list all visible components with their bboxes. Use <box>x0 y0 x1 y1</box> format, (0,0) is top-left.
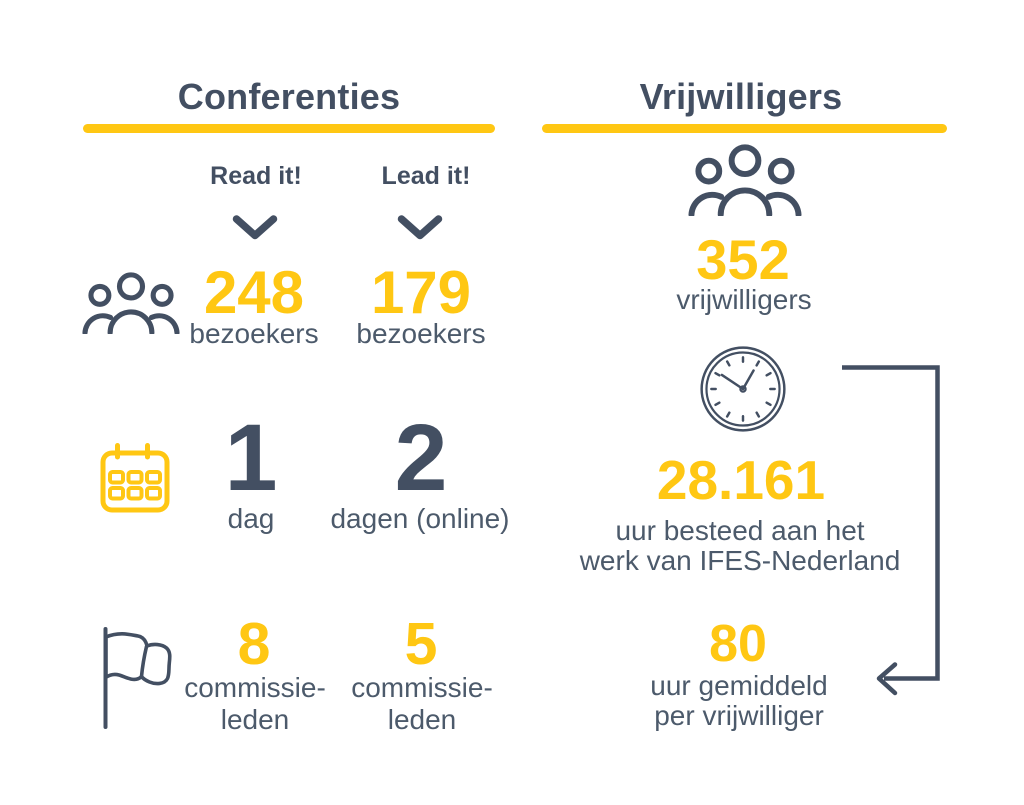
hours-average-label: uur gemiddeld per vrijwilliger <box>650 670 828 731</box>
flag-icon <box>85 615 195 735</box>
hours-total-label: uur besteed aan het werk van IFES-Nederl… <box>579 515 901 576</box>
read-committee-value: 8 <box>237 611 271 677</box>
people-icon <box>82 272 180 334</box>
chevron-down-icon <box>397 214 443 242</box>
people-icon <box>688 144 802 216</box>
conferenties-title-underline <box>83 124 495 133</box>
chevron-down-icon <box>232 214 278 242</box>
lead-it-column-header: Lead it! <box>381 162 471 190</box>
lead-days-value: 2 <box>394 405 448 511</box>
read-days-value: 1 <box>224 405 278 511</box>
vrijwilligers-title-underline <box>542 124 947 133</box>
arrow-connector-icon <box>836 346 952 698</box>
lead-committee-label: commissie- leden <box>351 672 493 735</box>
lead-days-label: dagen (online) <box>330 503 510 534</box>
clock-icon <box>699 345 787 433</box>
read-committee-label: commissie- leden <box>184 672 326 735</box>
volunteers-value: 352 <box>696 228 790 291</box>
read-it-column-header: Read it! <box>210 162 302 190</box>
lead-visitors-label: bezoekers <box>356 318 486 349</box>
lead-visitors-value: 179 <box>370 259 472 326</box>
hours-total-value: 28.161 <box>656 449 826 511</box>
lead-committee-value: 5 <box>404 611 438 677</box>
vrijwilligers-title: Vrijwilligers <box>639 76 843 117</box>
read-visitors-value: 248 <box>203 259 305 326</box>
volunteers-label: vrijwilligers <box>676 284 812 315</box>
read-days-label: dag <box>227 503 275 534</box>
read-visitors-label: bezoekers <box>189 318 319 349</box>
hours-average-value: 80 <box>709 615 767 673</box>
calendar-icon <box>100 443 170 513</box>
conferenties-title: Conferenties <box>177 76 401 117</box>
